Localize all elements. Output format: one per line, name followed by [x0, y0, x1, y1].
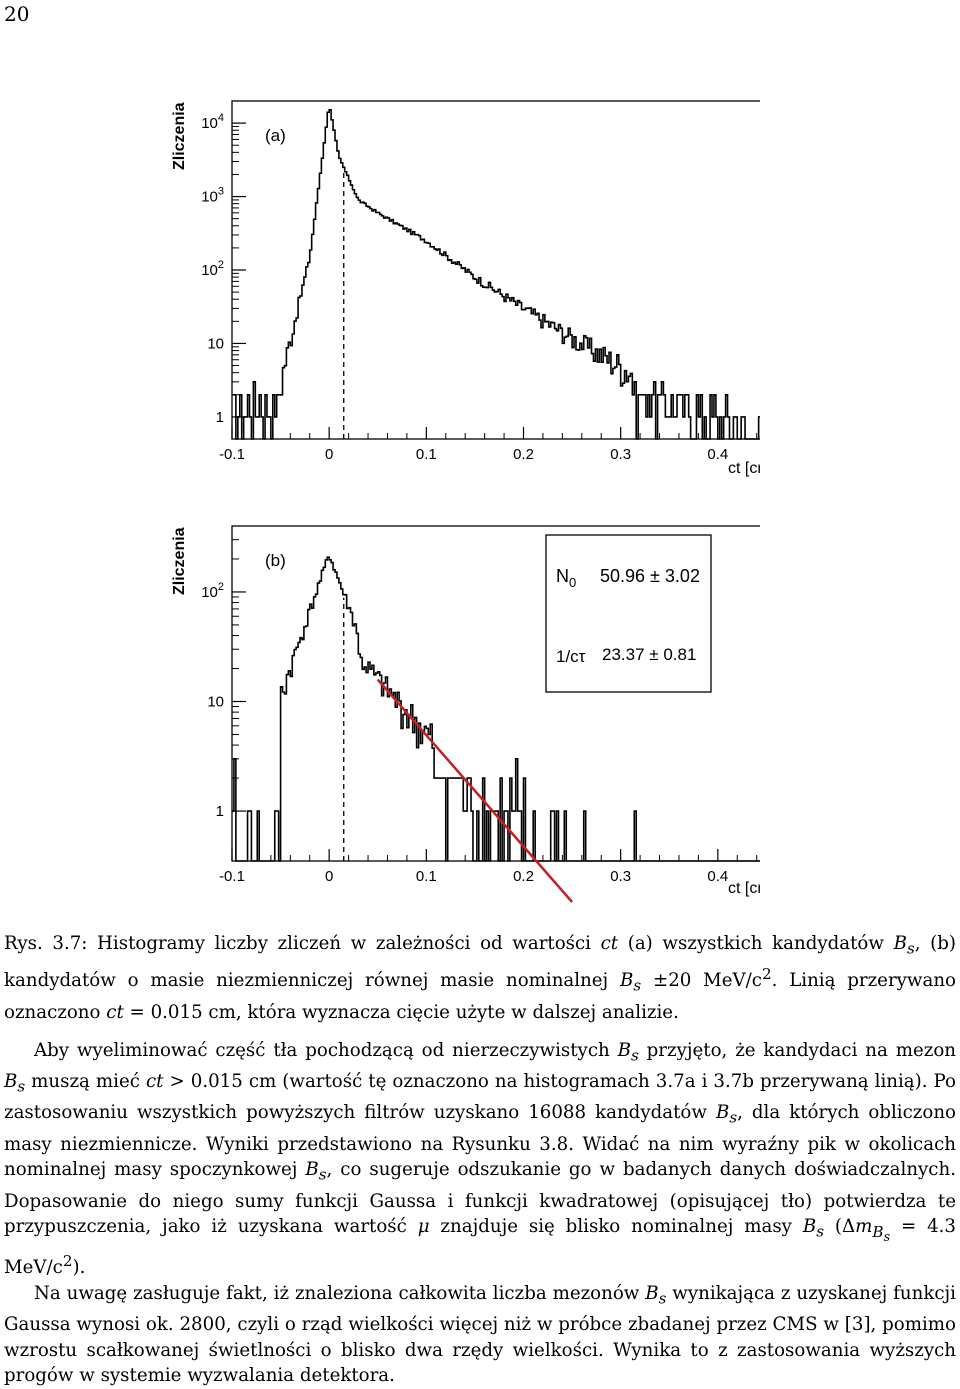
- stats-ctau-label: 1/cτ: [556, 647, 586, 666]
- histogram-line: [232, 556, 760, 862]
- stats-n0-label: N: [556, 566, 569, 586]
- panel-label: (b): [265, 551, 286, 570]
- stats-box: N0 50.96 ± 3.02 1/cτ 23.37 ± 0.81: [545, 534, 712, 693]
- stats-n0-value: 50.96 ± 3.02: [600, 566, 700, 586]
- x-tick-label: 0.3: [610, 446, 631, 463]
- x-axis-label: ct [cm]: [728, 880, 760, 897]
- x-tick-label: 0.4: [707, 446, 728, 463]
- x-axis-label: ct [cm]: [728, 460, 760, 477]
- plot-frame: [231, 100, 760, 440]
- y-tick-label: 103: [201, 186, 224, 206]
- y-axis-label: Zliczenia: [171, 527, 188, 595]
- x-tick-label: 0: [325, 868, 333, 885]
- histogram-line: [232, 108, 760, 440]
- svg-text:N0: N0: [556, 566, 576, 590]
- paragraph-2: Na uwagę zasługuje fakt, iż znaleziona c…: [4, 1283, 956, 1387]
- y-tick-label: 102: [201, 259, 224, 279]
- stats-n0-sub: 0: [569, 575, 576, 590]
- caption-prefix: Rys. 3.7:: [4, 933, 88, 954]
- paragraph-1: Aby wyeliminować część tła pochodzącą od…: [4, 1040, 957, 1279]
- histogram-chart-b: -0.100.10.20.30.40.5110102 (b) Zliczenia…: [171, 525, 760, 903]
- x-tick-label: 0: [325, 446, 333, 463]
- x-tick-label: 0.4: [707, 868, 728, 885]
- panel-label: (a): [265, 126, 286, 145]
- x-tick-label: 0.1: [416, 868, 437, 885]
- body-text: Aby wyeliminować część tła pochodzącą od…: [4, 1038, 956, 1389]
- x-tick-label: 0.3: [610, 868, 631, 885]
- x-tick-label: -0.1: [219, 446, 245, 463]
- histogram-chart-a: -0.100.10.20.30.40.5110102103104 (a) Zli…: [171, 100, 760, 477]
- y-tick-label: 102: [201, 581, 224, 601]
- y-tick-label: 1: [216, 409, 224, 426]
- fit-line: [376, 678, 574, 903]
- y-tick-label: 104: [201, 112, 224, 132]
- y-axis-label: Zliczenia: [171, 102, 188, 170]
- x-tick-label: 0.2: [513, 868, 534, 885]
- y-tick-label: 10: [207, 694, 224, 711]
- stats-ctau-value: 23.37 ± 0.81: [602, 645, 696, 664]
- x-tick-label: 0.2: [513, 446, 534, 463]
- x-tick-label: 0.1: [416, 446, 437, 463]
- page-number: 20: [4, 2, 30, 26]
- x-tick-label: -0.1: [219, 868, 245, 885]
- y-tick-label: 1: [216, 803, 224, 820]
- figure-caption: Rys. 3.7: Histogramy liczby zliczeń w za…: [4, 933, 956, 1023]
- y-tick-label: 10: [207, 335, 224, 352]
